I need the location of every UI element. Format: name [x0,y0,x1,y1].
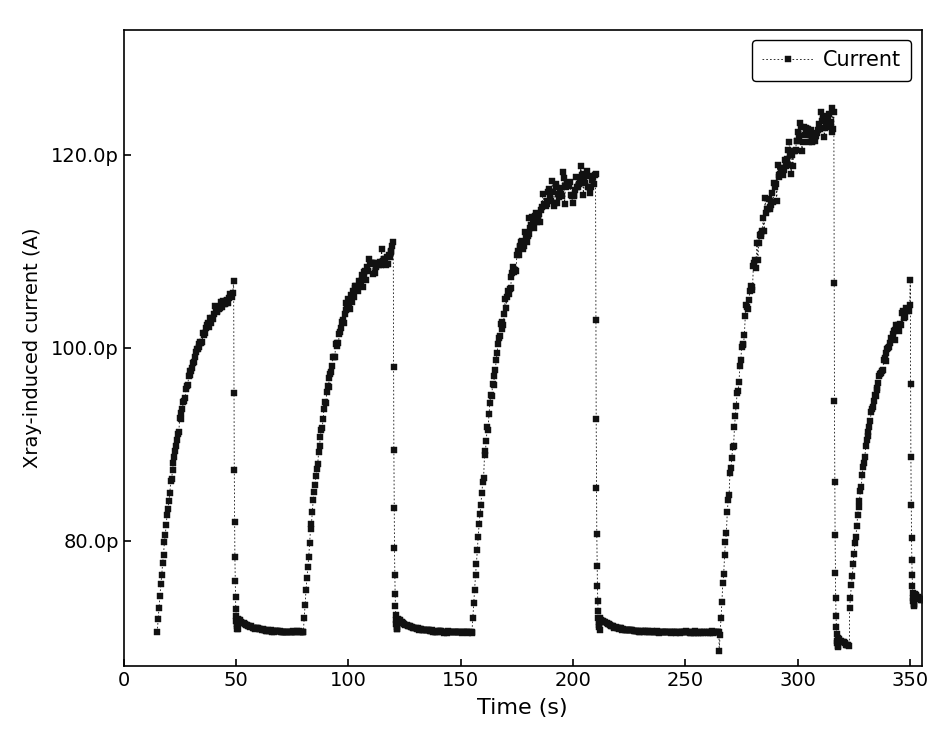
Current [604,620,616,629]
Current [478,473,489,482]
Current [918,596,929,605]
X-axis label: Time (s): Time (s) [477,699,568,719]
Current [151,628,162,636]
Current [316,424,328,433]
Current [713,647,725,656]
Current [229,465,240,474]
Legend: Current: Current [751,40,911,81]
Line: Current: Current [154,105,926,654]
Current [214,305,225,314]
Y-axis label: Xray-induced current (A): Xray-induced current (A) [24,227,43,468]
Current [691,628,702,637]
Current [826,104,838,112]
